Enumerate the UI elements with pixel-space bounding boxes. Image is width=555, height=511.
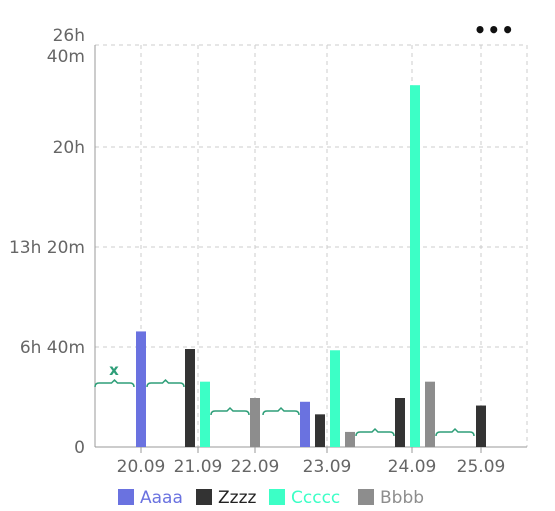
x-tick-label: 24.09 xyxy=(388,457,437,477)
legend-label-bbbb: Bbbb xyxy=(380,488,424,508)
y-tick-label: 40m xyxy=(47,47,85,67)
legend-label-zzzz: Zzzz xyxy=(218,488,256,508)
bar-aaaa xyxy=(300,401,310,447)
bar-ccccc xyxy=(330,350,340,447)
legend-label-aaaa: Aaaa xyxy=(140,488,183,508)
bar-bbbb xyxy=(250,398,260,447)
x-tick-label: 25.09 xyxy=(457,457,506,477)
gap-annotation-label: x xyxy=(109,361,119,379)
x-tick-label: 20.09 xyxy=(117,457,166,477)
legend-swatch-bbbb xyxy=(358,489,374,505)
gap-brace xyxy=(94,378,135,388)
bar-ccccc xyxy=(200,381,210,447)
bar-zzzz xyxy=(476,405,486,447)
y-tick-label: 0 xyxy=(74,438,85,458)
gap-brace xyxy=(435,427,475,437)
y-tick-label: 20h xyxy=(53,138,85,158)
legend-label-ccccc: Ccccc xyxy=(291,488,340,508)
y-tick-label: 26h xyxy=(53,26,85,46)
y-tick-label: 13h 20m xyxy=(9,238,85,258)
bar-ccccc xyxy=(410,85,420,447)
legend-swatch-aaaa xyxy=(118,489,134,505)
gap-brace xyxy=(146,378,185,388)
bar-aaaa xyxy=(136,331,146,447)
x-tick-label: 22.09 xyxy=(231,457,280,477)
gap-brace xyxy=(210,406,250,416)
bar-zzzz xyxy=(315,414,325,447)
bar-zzzz xyxy=(185,349,195,447)
x-tick-label: 23.09 xyxy=(303,457,352,477)
bar-bbbb xyxy=(425,381,435,447)
x-tick-label: 21.09 xyxy=(174,457,223,477)
more-horizontal-icon[interactable]: ••• xyxy=(473,18,515,42)
legend-swatch-zzzz xyxy=(196,489,212,505)
gap-brace xyxy=(262,406,300,416)
bar-zzzz xyxy=(395,398,405,447)
gap-brace xyxy=(355,427,395,437)
y-tick-label: 6h 40m xyxy=(20,338,85,358)
bar-bbbb xyxy=(345,431,355,447)
legend-swatch-ccccc xyxy=(269,489,285,505)
